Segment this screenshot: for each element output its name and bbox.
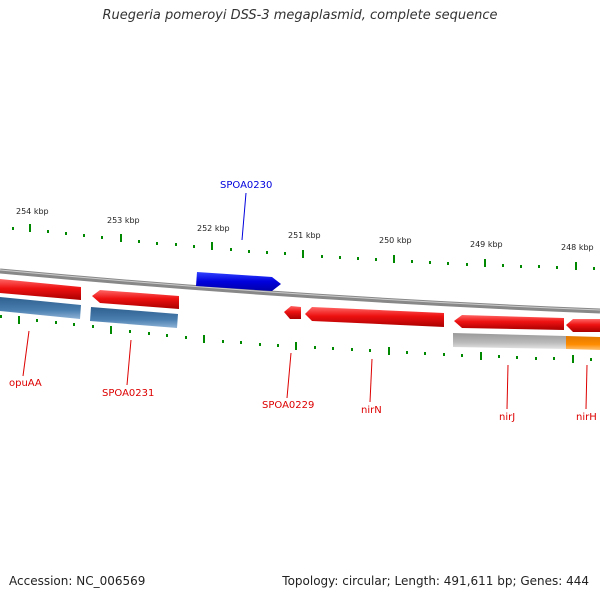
scale-label-248: 248 kbp: [561, 243, 594, 252]
gene-opuaa-red[interactable]: [0, 279, 81, 300]
accession-text: Accession: NC_006569: [9, 574, 146, 588]
sequence-backbone-highlight: [0, 269, 600, 311]
scale-label-249: 249 kbp: [470, 240, 503, 249]
gene-spoa0230[interactable]: [196, 272, 281, 291]
lower-ticks: [0, 315, 592, 363]
label-spoa0231[interactable]: SPOA0231: [102, 388, 154, 399]
leader-nirn: [369, 358, 373, 403]
scale-label-251: 251 kbp: [288, 231, 321, 240]
feature-blue-1[interactable]: [0, 297, 81, 319]
feature-orange[interactable]: [566, 336, 600, 350]
upper-ticks: [12, 224, 595, 270]
leader-spoa0231: [126, 339, 132, 386]
label-spoa0230[interactable]: SPOA0230: [220, 180, 272, 191]
scale-label-253: 253 kbp: [107, 216, 140, 225]
leader-spoa0229: [286, 352, 292, 399]
scale-label-254: 254 kbp: [16, 207, 49, 216]
map-title: Ruegeria pomeroyi DSS-3 megaplasmid, com…: [102, 8, 498, 23]
feature-grey[interactable]: [453, 333, 566, 349]
feature-blue-2[interactable]: [90, 307, 178, 328]
gene-red-253[interactable]: [92, 290, 179, 309]
leader-nirj: [506, 364, 509, 410]
gene-nirh[interactable]: [566, 319, 600, 332]
label-nirn[interactable]: nirN: [361, 405, 382, 416]
leader-spoa0230: [241, 192, 247, 241]
scale-label-250: 250 kbp: [379, 236, 412, 245]
gene-nirj[interactable]: [454, 315, 564, 330]
label-opuaa[interactable]: opuAA: [9, 378, 42, 389]
sequence-summary: Topology: circular; Length: 491,611 bp; …: [282, 574, 589, 588]
scale-label-252: 252 kbp: [197, 224, 230, 233]
leader-opuaa: [22, 330, 30, 377]
gene-spoa0229[interactable]: [284, 306, 301, 319]
label-spoa0229[interactable]: SPOA0229: [262, 400, 314, 411]
sequence-backbone: [0, 268, 600, 314]
label-nirh[interactable]: nirH: [576, 412, 597, 423]
leader-nirh: [585, 364, 588, 410]
gene-nirn[interactable]: [305, 307, 444, 327]
label-nirj[interactable]: nirJ: [499, 412, 515, 423]
